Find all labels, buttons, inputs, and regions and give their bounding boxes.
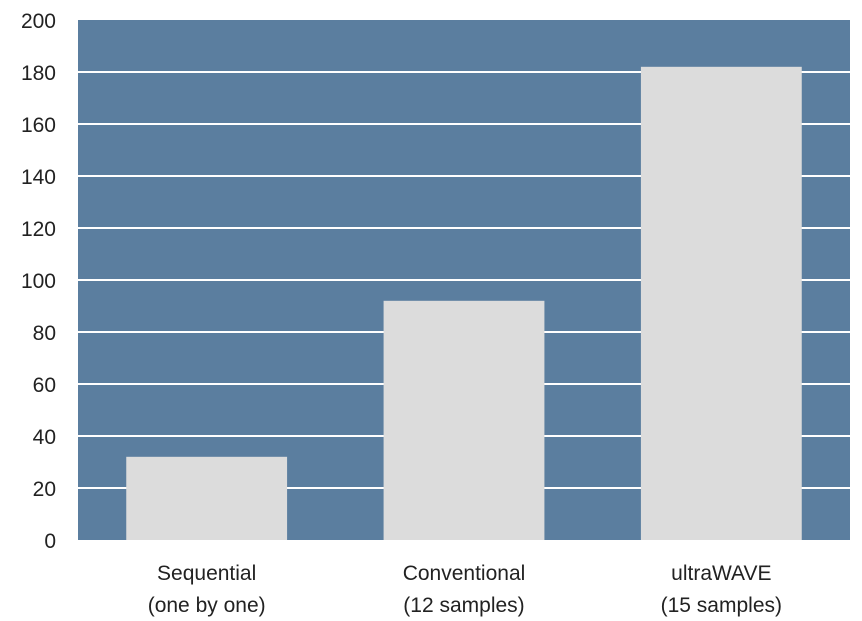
y-axis-tick-labels: 0 20 40 60 80 100 120 140 160 180 200 — [21, 10, 56, 553]
x-tick-label: (one by one) — [148, 594, 266, 617]
x-tick-label: (12 samples) — [403, 594, 524, 617]
bar — [126, 456, 288, 540]
y-tick-label: 180 — [21, 62, 56, 85]
y-tick-label: 60 — [33, 374, 56, 397]
y-tick-label: 200 — [21, 10, 56, 33]
y-tick-label: 20 — [33, 478, 56, 501]
x-tick-label: Sequential — [157, 562, 256, 585]
x-tick-label: ultraWAVE — [671, 562, 771, 585]
y-tick-label: 140 — [21, 166, 56, 189]
bar — [383, 300, 545, 540]
x-tick-label: Conventional — [403, 562, 526, 585]
y-tick-label: 100 — [21, 270, 56, 293]
bars — [126, 66, 802, 541]
y-tick-label: 0 — [44, 530, 56, 553]
y-tick-label: 120 — [21, 218, 56, 241]
bar — [640, 66, 802, 541]
y-tick-label: 40 — [33, 426, 56, 449]
y-tick-label: 160 — [21, 114, 56, 137]
x-tick-label: (15 samples) — [661, 594, 782, 617]
y-tick-label: 80 — [33, 322, 56, 345]
x-axis-tick-labels: Sequential (one by one) Conventional (12 sa… — [148, 562, 782, 617]
